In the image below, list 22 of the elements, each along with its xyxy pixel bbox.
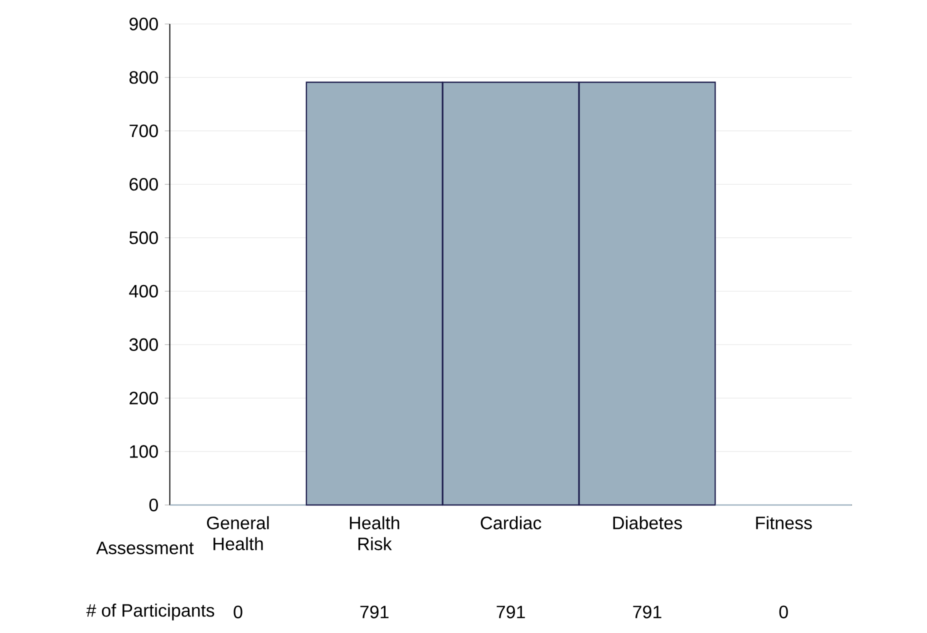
data-label: 791 [633,606,662,618]
x-tick-label: Fitness [756,516,812,530]
y-tick-label: 800 [129,71,158,84]
data-label: 0 [234,606,242,618]
x-tick-label: Health Risk [350,516,400,550]
y-tick-label: 600 [130,178,158,191]
y-axis-title: # of Participants [86,604,214,620]
y-tick-label: 400 [129,284,158,298]
x-axis-title: Assessment [96,542,194,554]
y-tick-label: 700 [130,124,158,138]
x-tick-label: Cardiac [480,516,542,530]
y-tick-label: 100 [130,445,158,458]
y-tick-label: 900 [130,18,158,30]
x-tick-label: Diabetes [613,516,682,530]
data-label: 791 [360,606,388,618]
data-label: 0 [779,606,788,618]
x-tick-label: General Health [207,516,269,550]
y-tick-label: 500 [129,231,158,244]
y-tick-label: 300 [129,338,158,351]
y-tick-label: 0 [149,498,158,512]
y-tick-label: 200 [130,392,158,404]
data-label: 791 [496,606,525,618]
